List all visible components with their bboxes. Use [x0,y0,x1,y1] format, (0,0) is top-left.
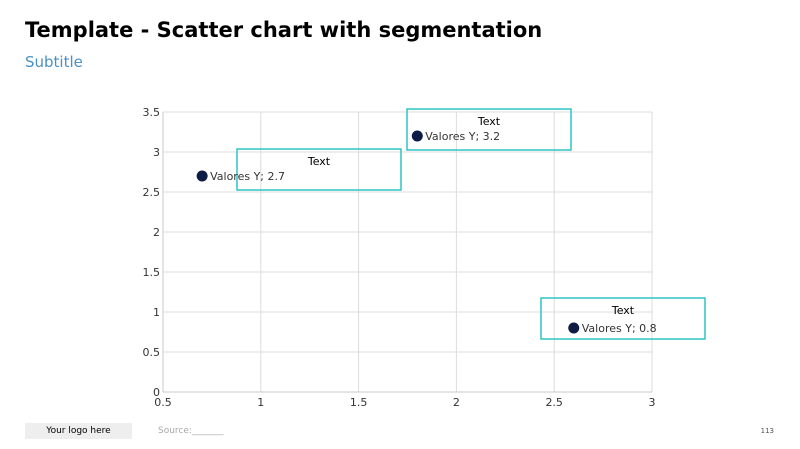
logo-placeholder: Your logo here [25,423,132,439]
callout-box [236,148,402,191]
callout-boxes: Text Text Text [236,108,706,340]
callout-box [540,297,706,340]
callout-text: Text [307,155,331,168]
point-data-label: Valores Y; 0.8 [582,322,657,335]
x-tick-label: 3 [649,396,656,409]
tick-labels: 00.511.522.533.50.5 1 1.5 2 2.5 3 [143,106,656,409]
y-tick-label: 0.5 [143,346,161,359]
callout-text: Text [611,304,635,317]
source-note: Source:_______ [158,426,224,436]
y-tick-label: 0 [153,386,160,399]
page-number: 113 [760,427,774,435]
x-tick-label: 1.5 [350,396,368,409]
x-tick-label: 1 [257,396,264,409]
point-data-label: Valores Y; 2.7 [210,170,285,183]
x-tick-label: 2.5 [545,396,563,409]
y-tick-label: 3 [153,146,160,159]
point-data-label: Valores Y; 3.2 [425,130,500,143]
y-tick-label: 1 [153,306,160,319]
scatter-point [568,322,580,334]
y-tick-label: 1.5 [143,266,161,279]
y-tick-label: 2 [153,226,160,239]
data-points: Valores Y; 2.7 Valores Y; 3.2 Valores Y; 0… [196,130,657,335]
y-tick-label: 2.5 [143,186,161,199]
x-tick-label: 0.5 [154,396,172,409]
page-title: Template - Scatter chart with segmentati… [25,18,543,42]
callout-text: Text [477,115,501,128]
x-tick-label: 2 [453,396,460,409]
scatter-point [411,130,423,142]
y-tick-label: 3.5 [143,106,161,119]
page-subtitle: Subtitle [25,53,83,71]
axes [162,112,652,393]
scatter-point [196,170,208,182]
callout-box [406,108,572,151]
